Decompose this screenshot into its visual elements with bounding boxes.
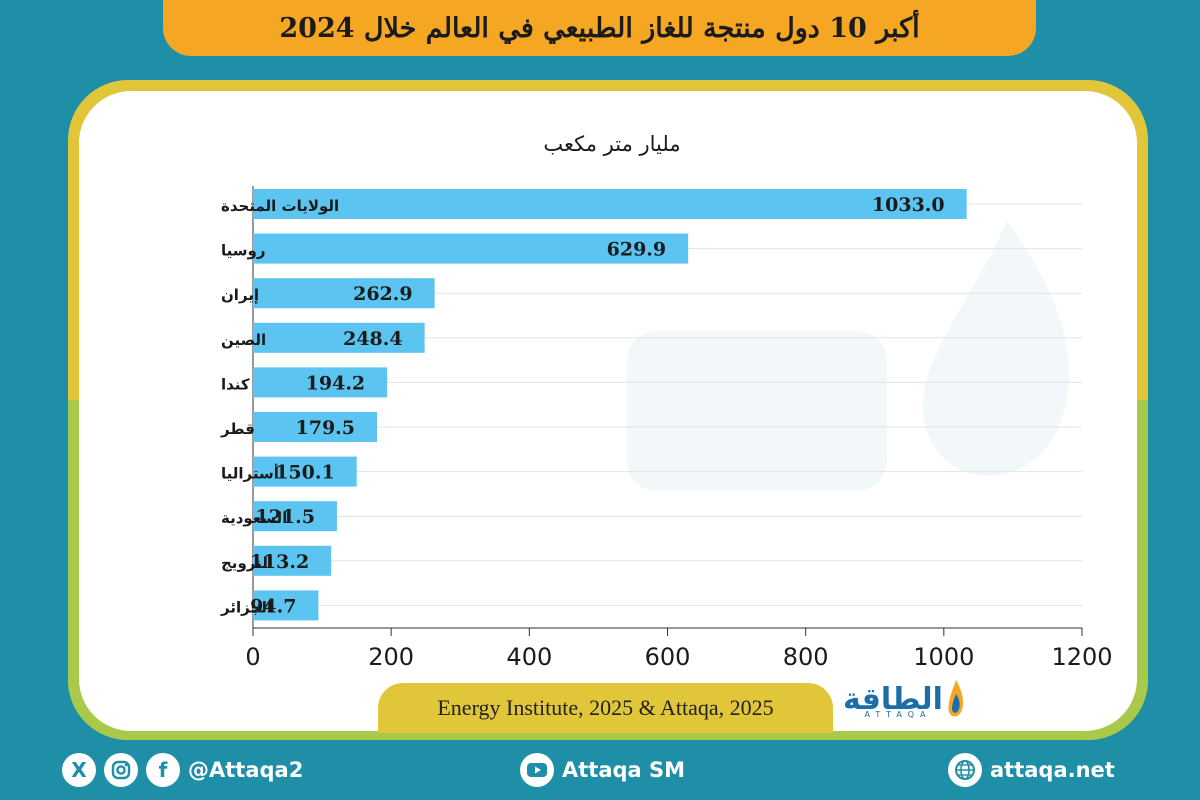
bar <box>253 590 319 621</box>
footer: X f @Attaqa2 Attaqa SM attaqa.net <box>0 740 1200 800</box>
bar <box>253 545 332 576</box>
category-label: أستراليا <box>221 464 279 483</box>
category-label: قطر <box>220 420 255 438</box>
x-tick-label: 1000 <box>913 643 974 671</box>
bar-value-label: 121.5 <box>255 506 315 528</box>
bar-value-label: 194.2 <box>306 372 366 394</box>
bar-value-label: 150.1 <box>275 462 335 484</box>
instagram-icon[interactable] <box>104 753 138 787</box>
title-banner: أكبر 10 دول منتجة للغاز الطبيعي في العال… <box>163 0 1036 56</box>
social-group: X f @Attaqa2 <box>62 740 303 800</box>
youtube-handle[interactable]: Attaqa SM <box>562 758 686 782</box>
bar <box>253 189 967 219</box>
bar <box>253 278 435 309</box>
source-text: Energy Institute, 2025 & Attaqa, 2025 <box>437 695 774 720</box>
bar-value-label: 1033.0 <box>872 194 945 216</box>
bar-value-label: 248.4 <box>343 328 403 350</box>
bar-value-label: 113.2 <box>250 551 310 573</box>
facebook-icon[interactable]: f <box>146 753 180 787</box>
bar-value-label: 262.9 <box>353 283 413 305</box>
x-tick-label: 200 <box>368 643 414 671</box>
youtube-group: Attaqa SM <box>520 740 685 800</box>
bar-value-label: 94.7 <box>250 595 296 617</box>
bar <box>253 412 378 442</box>
category-label: النرويج <box>221 554 273 572</box>
bar <box>253 367 388 398</box>
logo-drop-icon <box>948 680 963 717</box>
social-handle[interactable]: @Attaqa2 <box>188 758 304 782</box>
attaqa-logo: الطاقة ATTAQA <box>843 676 973 724</box>
bar <box>253 501 337 532</box>
logo-text: الطاقة <box>843 682 943 717</box>
watermark-drop-icon <box>627 221 1069 491</box>
unit-label: مليار متر مكعب <box>543 132 680 156</box>
x-tick-label: 1200 <box>1051 643 1112 671</box>
category-label: السعودية <box>221 509 287 527</box>
x-tick-label: 400 <box>506 643 552 671</box>
category-label: الولايات المتحدة <box>221 197 339 215</box>
bar <box>253 322 425 353</box>
source-pill: Energy Institute, 2025 & Attaqa, 2025 <box>378 683 833 733</box>
category-label: كندا <box>221 375 250 393</box>
category-label: إيران <box>221 286 259 304</box>
page-title: أكبر 10 دول منتجة للغاز الطبيعي في العال… <box>279 12 920 44</box>
x-tick-label: 800 <box>783 643 829 671</box>
logo-subtitle: ATTAQA <box>864 710 932 719</box>
category-label: الصين <box>221 331 266 349</box>
x-tick-label: 600 <box>645 643 691 671</box>
youtube-icon[interactable] <box>520 753 554 787</box>
globe-icon[interactable] <box>948 753 982 787</box>
bar <box>253 233 689 264</box>
website-link[interactable]: attaqa.net <box>990 758 1115 782</box>
website-group: attaqa.net <box>948 740 1115 800</box>
category-label: روسيا <box>221 242 265 260</box>
bar-value-label: 629.9 <box>607 239 667 261</box>
x-tick-label: 0 <box>245 643 260 671</box>
bar <box>253 456 357 487</box>
category-label: الجزائر <box>220 598 272 616</box>
bar-value-label: 179.5 <box>296 417 356 439</box>
x-icon[interactable]: X <box>62 753 96 787</box>
